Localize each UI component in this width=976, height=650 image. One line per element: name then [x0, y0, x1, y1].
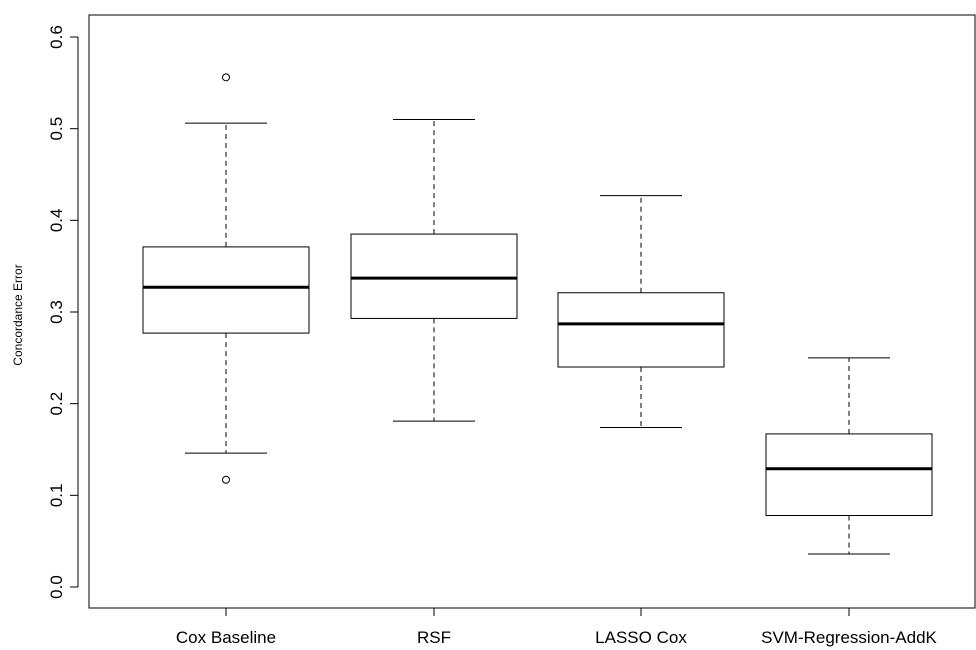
x-tick-label: SVM-Regression-AddK: [761, 628, 937, 647]
x-axis: Cox Baseline RSF LASSO Cox SVM-Regression-A…: [176, 607, 938, 647]
outlier-point: [222, 475, 230, 484]
y-axis: 0.0 0.1 0.2 0.3 0.4 0.5 0.6: [47, 25, 79, 599]
iqr-box: [765, 433, 933, 516]
x-tick-label: Cox Baseline: [176, 628, 276, 647]
y-tick-label: 0.1: [47, 484, 66, 508]
outlier-point: [222, 73, 230, 82]
y-tick-label: 0.6: [47, 25, 66, 49]
box-4: [765, 357, 933, 555]
iqr-box: [350, 233, 518, 319]
iqr-box: [142, 246, 310, 334]
y-axis-label: Concordance Error: [11, 264, 25, 365]
boxes-group: [142, 73, 933, 555]
box-2: [350, 119, 518, 422]
y-tick-label: 0.2: [47, 392, 66, 416]
y-tick-label: 0.4: [47, 209, 66, 233]
box-3: [557, 195, 725, 428]
iqr-box: [557, 292, 725, 368]
x-tick-label: LASSO Cox: [595, 628, 687, 647]
y-tick-label: 0.3: [47, 300, 66, 324]
y-tick-label: 0.5: [47, 117, 66, 141]
y-tick-label: 0.0: [47, 575, 66, 599]
x-tick-label: RSF: [417, 628, 451, 647]
box-1: [142, 73, 310, 484]
